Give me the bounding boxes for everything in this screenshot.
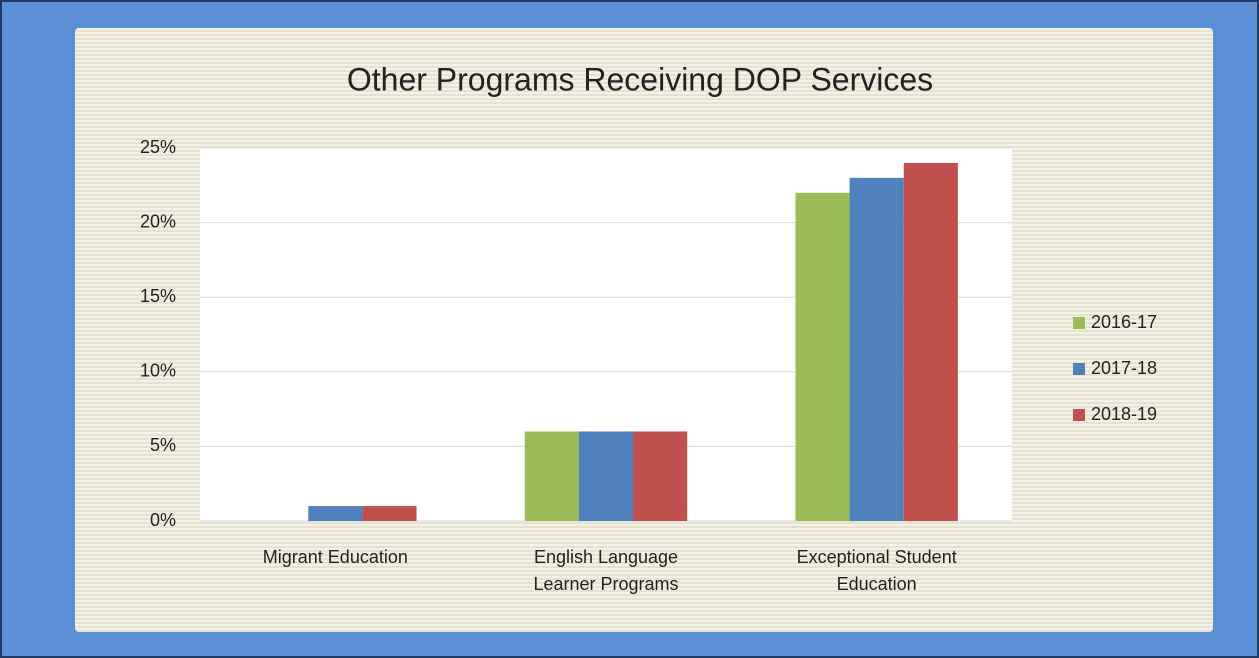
y-tick-label: 25% — [140, 137, 176, 157]
legend-swatch — [1073, 363, 1085, 375]
bar — [524, 431, 579, 521]
bar — [633, 431, 688, 521]
bar — [795, 192, 850, 521]
x-tick-label: Exceptional Student Education — [796, 547, 957, 594]
x-tick-label: English Language Learner Programs — [533, 547, 679, 594]
bar — [903, 162, 958, 522]
legend-label: 2017-18 — [1091, 358, 1157, 378]
legend-label: 2016-17 — [1091, 312, 1157, 332]
legend-swatch — [1073, 409, 1085, 421]
chart-title: Other Programs Receiving DOP Services — [347, 61, 933, 97]
legend-label: 2018-19 — [1091, 404, 1157, 424]
bar — [308, 506, 363, 521]
bar — [362, 506, 417, 521]
y-tick-label: 20% — [140, 211, 176, 231]
bar — [578, 431, 634, 521]
y-tick-label: 10% — [140, 361, 176, 381]
legend-swatch — [1073, 317, 1085, 329]
y-tick-label: 0% — [150, 510, 176, 530]
bar — [849, 177, 904, 521]
y-tick-label: 5% — [150, 435, 176, 455]
x-tick-label: Migrant Education — [262, 547, 408, 567]
y-tick-label: 15% — [140, 286, 176, 306]
